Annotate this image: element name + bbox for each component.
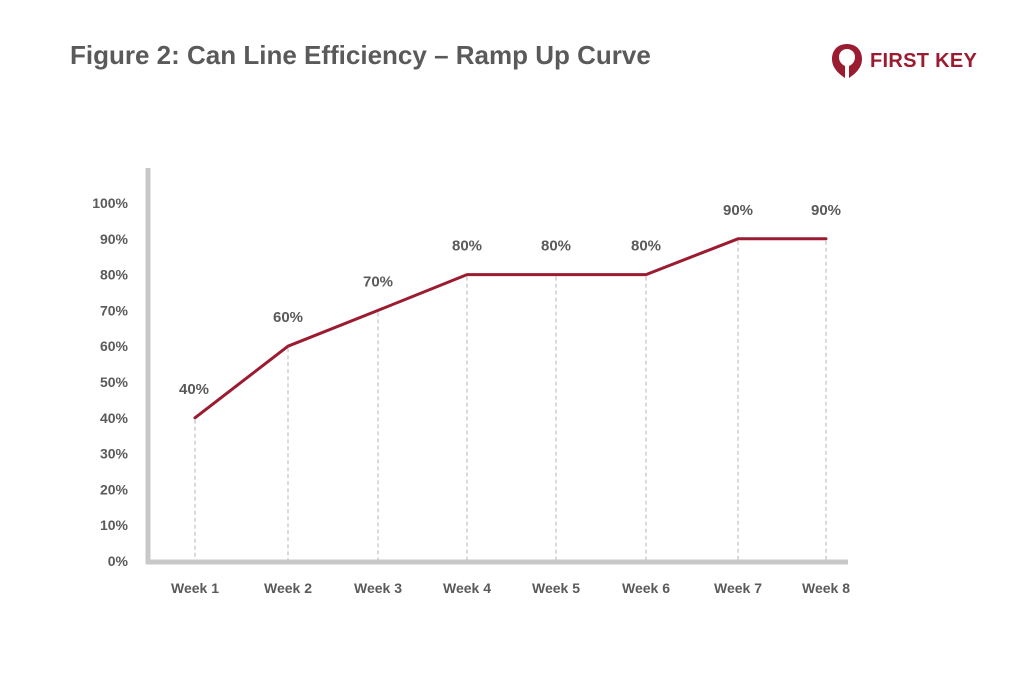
y-tick-label: 70%	[100, 302, 129, 318]
x-tick-label: Week 2	[264, 580, 312, 596]
first-key-logo: FIRST KEY	[830, 42, 977, 80]
y-tick-label: 40%	[100, 410, 129, 426]
y-tick-label: 90%	[100, 231, 129, 247]
chart-title: Figure 2: Can Line Efficiency – Ramp Up …	[70, 40, 651, 70]
data-label: 40%	[179, 381, 209, 398]
x-tick-label: Week 3	[354, 580, 402, 596]
x-tick-label: Week 1	[171, 580, 219, 596]
data-label: 70%	[363, 273, 393, 290]
data-label: 60%	[273, 309, 303, 326]
data-label: 90%	[811, 202, 841, 219]
y-tick-label: 60%	[100, 338, 129, 354]
data-label: 80%	[452, 238, 482, 255]
logo-text: FIRST KEY	[870, 49, 978, 72]
x-tick-label: Week 5	[532, 580, 580, 596]
data-label: 80%	[541, 238, 571, 255]
series-line	[193, 237, 828, 420]
x-tick-label: Week 6	[622, 580, 670, 596]
y-tick-label: 10%	[100, 517, 129, 533]
y-tick-label: 0%	[108, 553, 129, 569]
y-tick-label: 50%	[100, 374, 129, 390]
y-tick-label: 100%	[92, 195, 128, 211]
first-key-logo-icon	[832, 44, 862, 78]
data-label: 80%	[631, 238, 661, 255]
y-tick-label: 20%	[100, 481, 129, 497]
y-tick-label: 80%	[100, 267, 129, 283]
y-tick-label: 30%	[100, 446, 129, 462]
x-tick-label: Week 7	[714, 580, 762, 596]
data-label: 90%	[723, 202, 753, 219]
x-tick-label: Week 8	[802, 580, 850, 596]
x-tick-label: Week 4	[443, 580, 491, 596]
